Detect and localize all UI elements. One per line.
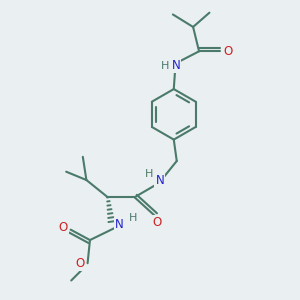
Text: O: O (76, 257, 85, 270)
Text: O: O (58, 221, 68, 234)
Text: H: H (145, 169, 154, 179)
Text: N: N (172, 59, 180, 72)
Text: O: O (223, 45, 232, 58)
Text: O: O (152, 216, 162, 229)
Text: N: N (115, 218, 124, 230)
Text: H: H (161, 61, 169, 71)
Text: H: H (129, 213, 137, 223)
Text: N: N (155, 173, 164, 187)
